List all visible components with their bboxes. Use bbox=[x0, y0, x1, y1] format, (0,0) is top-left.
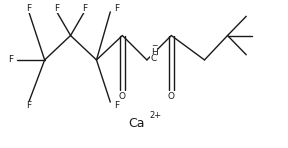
Text: F: F bbox=[82, 4, 87, 13]
Text: C: C bbox=[150, 54, 157, 63]
Text: O: O bbox=[119, 92, 126, 101]
Text: 2+: 2+ bbox=[149, 111, 162, 120]
Text: F: F bbox=[54, 4, 59, 13]
Text: F: F bbox=[26, 101, 31, 110]
Text: F: F bbox=[114, 101, 119, 110]
Text: F: F bbox=[114, 4, 119, 13]
Text: F: F bbox=[8, 56, 14, 64]
Text: Ca: Ca bbox=[128, 117, 145, 130]
Text: F: F bbox=[26, 4, 31, 13]
Text: O: O bbox=[168, 92, 175, 101]
Text: H: H bbox=[151, 48, 158, 57]
Text: −: − bbox=[151, 41, 158, 50]
